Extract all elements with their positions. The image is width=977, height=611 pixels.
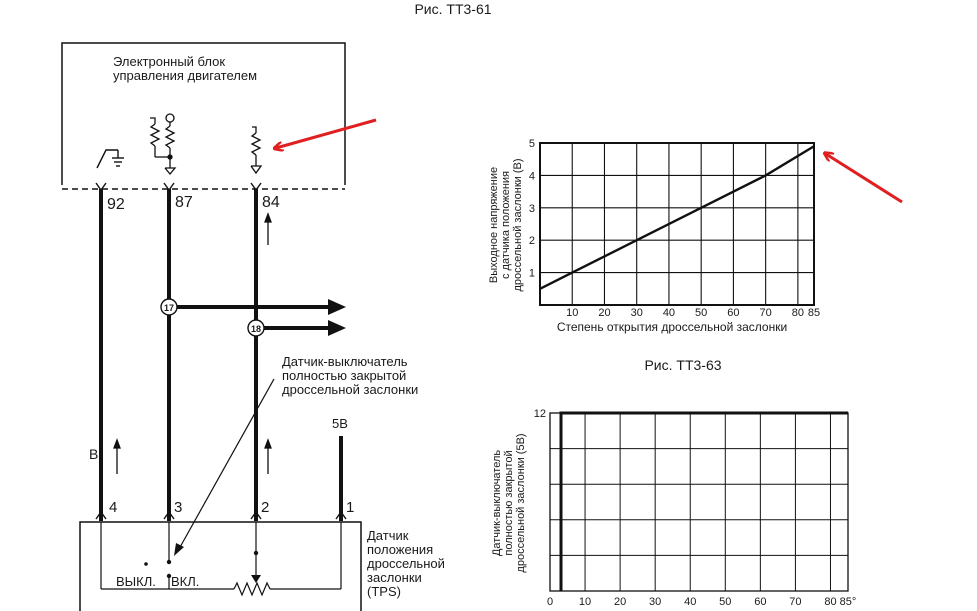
chart1-y-tick-label: 1 [529,268,535,280]
chart2-plot-frame [549,412,849,592]
ecu-title-line1: Электронный блок [113,54,225,69]
figure-title-middle: Рис. ТТ3-63 [644,357,721,373]
branch-17-arrowhead [328,299,346,315]
tps-label-line2: положения [367,542,433,557]
ecu-block: Электронный блок управления двигателем [61,42,346,190]
connector-17-label: 17 [164,303,174,313]
chart2-x-tick-label: 60 [754,596,766,608]
tps-sensor-box [79,521,362,611]
annotation-arrow-chart-end [826,154,903,204]
chart2-x-tick-label: 20 [614,596,626,608]
signal-direction-arrows [113,212,272,474]
chart1-series-line [539,145,815,290]
sensor-pin-3: 3 [174,499,182,516]
chart2-x-tick-label: 40 [684,596,696,608]
ground-symbol [96,149,124,169]
chart1-x-tick-label: 50 [695,307,707,319]
chart1-x-tick-label: 70 [760,307,772,319]
annotation-arrow-resistor [276,118,377,148]
chart2-x-tick-label: 85° [840,596,857,608]
chart2-ylabel-line3: дроссельной заслонки (5В) [515,433,527,572]
pullup-resistor-symbol [149,113,177,176]
chart1-x-tick-label: 60 [727,307,739,319]
sensor-pin-chevrons [95,510,347,520]
sensor-pin-4: 4 [109,499,117,516]
chart1-y-tick-label: 4 [529,170,535,182]
tps-label-line5: (TPS) [367,584,401,599]
switch-note-pointer-head [174,543,184,556]
ecu-title-line2: управления двигателем [113,68,257,83]
chart2-ylabel-line2: полностью закрытой [503,450,515,555]
chart1-y-tick-label: 3 [529,203,535,215]
tps-label-line1: Датчик [367,528,409,543]
chart1-ylabel-line2: с датчика положения [500,171,512,279]
chart1-x-tick-label: 85 [808,307,820,319]
chart2-x-tick-label: 80 [824,596,836,608]
tps-label-line4: заслонки [367,570,422,585]
ecu-pin-chevrons [95,182,262,192]
ecu-pin-84: 84 [262,194,280,211]
chart1-x-tick-label: 40 [663,307,675,319]
chart2-x-tick-label: 70 [789,596,801,608]
tps-label-line3: дроссельной [367,556,445,571]
idle-switch-chart: 0 10 20 30 40 50 60 70 80 85° 12 Датчик-выключател… [491,408,856,608]
chart1-plot-frame [539,142,815,306]
sensor-pin-2: 2 [261,499,269,516]
chart1-x-tick-label: 10 [566,307,578,319]
chart2-x-tick-label: 30 [649,596,661,608]
switch-on-label: ВКЛ. [171,574,199,589]
chart1-x-tick-label: 30 [631,307,643,319]
chart1-ylabel-line1: Выходное напряжение [488,167,500,283]
chart1-xlabel: Степень открытия дроссельной заслонки [557,320,787,334]
voltage-label-b: В [89,446,98,462]
chart2-x-tick-label: 0 [547,596,553,608]
figure-title-top: Рис. ТТ3-61 [414,1,491,17]
switch-note-line1: Датчик-выключатель [282,354,408,369]
switch-note-line3: дроссельной заслонки [282,382,418,397]
chart2-series-line [559,411,848,591]
chart2-x-tick-label: 10 [579,596,591,608]
chart2-y-tick-label: 12 [534,408,546,420]
supply-label-5v: 5В [332,416,348,431]
tps-voltage-chart: 10 20 30 40 50 60 70 80 85 1 2 3 4 5 Степень открытия… [488,138,820,334]
chart2-ylabel-line1: Датчик-выключатель [491,450,503,557]
ecu-pin-92: 92 [107,196,125,213]
connector-18: 18 [247,319,265,337]
chart1-ylabel-line3: дроссельной заслонки (В) [512,158,524,291]
branch-18-arrowhead [328,320,346,336]
ecu-pin-87: 87 [175,194,193,211]
switch-off-label: ВЫКЛ. [116,574,156,589]
switch-note-line2: полностью закрытой [282,368,406,383]
chart1-x-tick-label: 80 [792,307,804,319]
connector-17: 17 [160,298,178,316]
chart2-x-tick-label: 50 [719,596,731,608]
wires [99,189,343,521]
input-resistor-symbol [250,126,263,175]
chart1-x-tick-label: 20 [598,307,610,319]
sensor-pin-1: 1 [346,499,354,516]
switch-note-pointer [178,378,275,550]
chart1-y-tick-label: 5 [529,138,535,150]
connector-18-label: 18 [251,324,261,334]
chart1-y-tick-label: 2 [529,235,535,247]
